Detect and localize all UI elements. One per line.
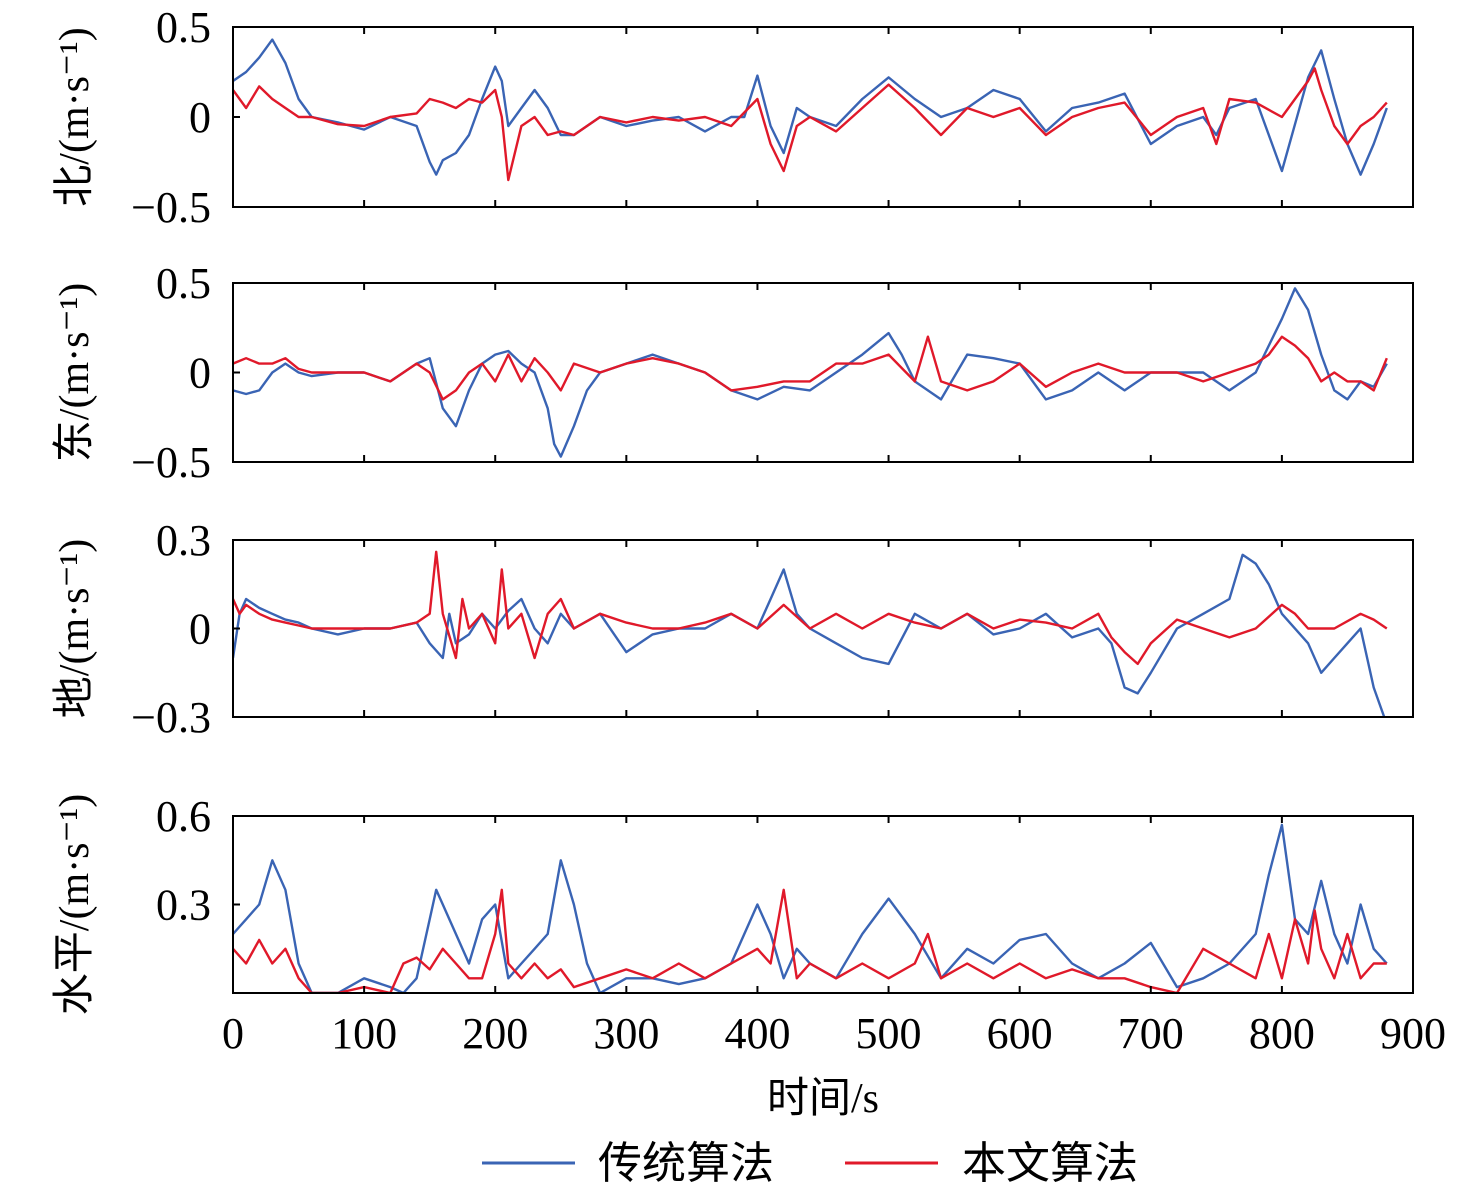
plot-frame <box>232 26 1414 208</box>
legend: 传统算法 本文算法 <box>482 1139 1138 1188</box>
y-tick-label: 0 <box>189 93 211 142</box>
y-axis-label: 北/(m·s⁻¹) <box>52 27 98 206</box>
y-tick-label: 0.3 <box>156 881 211 930</box>
series-line-traditional <box>233 553 1386 717</box>
y-tick-label: −0.3 <box>131 693 211 742</box>
series-line-traditional <box>233 823 1388 993</box>
chart-panels: 0.5 0 −0.5 北/(m·s⁻¹) 0.5 0 −0.5 东/(m·s⁻¹) 0.3 0 −0… <box>51 3 1414 1015</box>
x-tick-label: 200 <box>462 1009 528 1058</box>
y-axis-label: 东/(m·s⁻¹) <box>51 283 98 462</box>
panel-4: 0.6 0.3 水平/(m·s⁻¹) <box>52 792 1414 1015</box>
x-tick-label: 900 <box>1380 1009 1446 1058</box>
panel-3: 0.3 0 −0.3 地/(m·s⁻¹) <box>52 516 1414 742</box>
plot-frame <box>232 539 1414 718</box>
series-line-proposed <box>233 335 1388 401</box>
x-tick-label: 300 <box>593 1009 659 1058</box>
y-tick-label: −0.5 <box>131 438 211 487</box>
x-tick-label: 700 <box>1118 1009 1184 1058</box>
series-line-proposed <box>233 550 1388 666</box>
x-tick-label: 100 <box>331 1009 397 1058</box>
y-tick-label: 0.3 <box>156 516 211 565</box>
y-axis-label: 地/(m·s⁻¹) <box>52 539 98 718</box>
series-line-proposed <box>233 67 1388 182</box>
y-axis-label: 水平/(m·s⁻¹) <box>52 794 98 1015</box>
x-tick-labels: 0 100 200 300 400 500 600 700 800 900 <box>222 1009 1446 1058</box>
y-tick-label: −0.5 <box>131 183 211 232</box>
panel-2: 0.5 0 −0.5 东/(m·s⁻¹) <box>51 259 1414 487</box>
y-tick-label: 0.6 <box>156 792 211 841</box>
y-tick-label: 0 <box>189 605 211 654</box>
x-tick-label: 800 <box>1249 1009 1315 1058</box>
y-tick-label: 0 <box>189 349 211 398</box>
series-line-traditional <box>233 38 1388 176</box>
x-tick-label: 600 <box>987 1009 1053 1058</box>
x-axis-label: 时间/s <box>767 1076 879 1122</box>
y-tick-label: 0.5 <box>156 259 211 308</box>
x-tick-label: 400 <box>724 1009 790 1058</box>
legend-label-traditional: 传统算法 <box>598 1139 774 1188</box>
y-tick-label: 0.5 <box>156 3 211 52</box>
panel-1: 0.5 0 −0.5 北/(m·s⁻¹) <box>52 3 1414 232</box>
series-line-traditional <box>233 287 1388 458</box>
x-tick-label: 500 <box>856 1009 922 1058</box>
legend-label-proposed: 本文算法 <box>962 1139 1138 1188</box>
series-line-proposed <box>233 888 1387 993</box>
x-tick-label: 0 <box>222 1009 244 1058</box>
